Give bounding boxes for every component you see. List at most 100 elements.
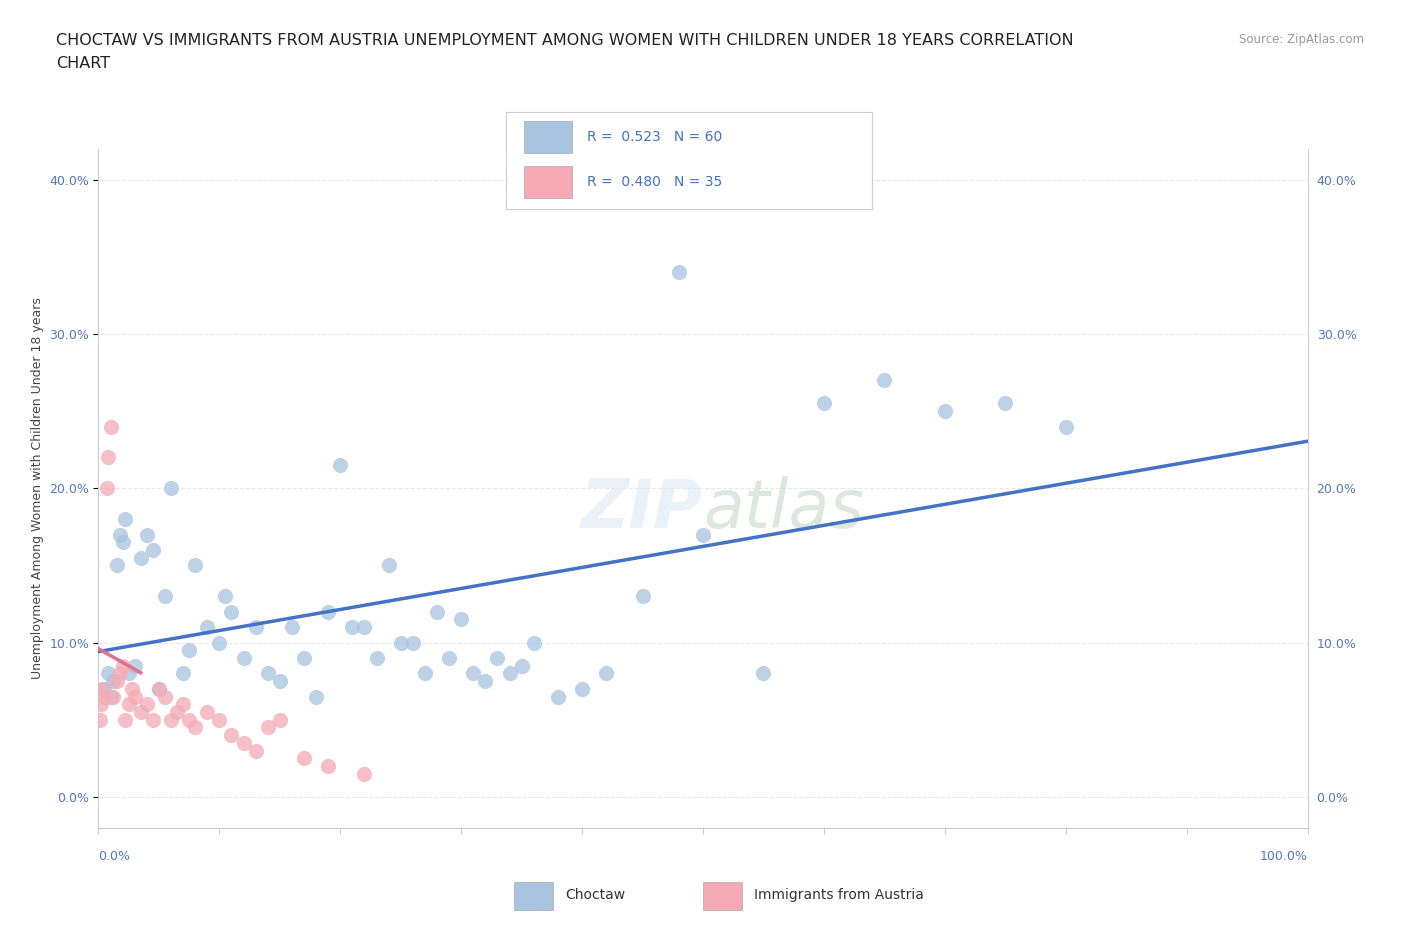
Point [377, 558, 399, 573]
Point [91, 682, 114, 697]
Point [402, 635, 425, 650]
Point [523, 635, 546, 650]
Point [221, 727, 243, 742]
Point [353, 619, 375, 634]
Y-axis label: Unemployment Among Women with Children Under 18 years: Unemployment Among Women with Children U… [31, 298, 44, 679]
Point [114, 512, 136, 526]
Point [90, 697, 112, 711]
Point [752, 666, 775, 681]
Point [437, 651, 460, 666]
Point [342, 619, 364, 634]
Point [463, 666, 485, 681]
Point [118, 666, 141, 681]
Point [547, 689, 569, 704]
Point [873, 373, 896, 388]
Point [232, 651, 254, 666]
Point [510, 658, 533, 673]
Point [101, 673, 124, 688]
Point [148, 682, 170, 697]
Point [208, 635, 231, 650]
Text: R =  0.523   N = 60: R = 0.523 N = 60 [586, 130, 721, 144]
Point [142, 542, 165, 557]
Point [813, 396, 835, 411]
Point [692, 527, 714, 542]
Point [631, 589, 654, 604]
Point [232, 736, 254, 751]
Point [111, 535, 134, 550]
Point [292, 751, 315, 765]
FancyBboxPatch shape [703, 883, 742, 910]
Point [135, 527, 157, 542]
FancyBboxPatch shape [524, 122, 572, 153]
Text: 100.0%: 100.0% [1260, 850, 1308, 863]
Point [316, 759, 339, 774]
Point [142, 712, 165, 727]
Point [153, 589, 176, 604]
Point [498, 666, 520, 681]
Point [316, 604, 339, 619]
Point [353, 766, 375, 781]
Point [214, 589, 236, 604]
Point [108, 666, 131, 681]
Text: Choctaw: Choctaw [565, 888, 626, 902]
Point [179, 643, 201, 658]
Point [486, 651, 509, 666]
Point [934, 404, 956, 418]
Point [994, 396, 1017, 411]
Point [118, 697, 141, 711]
Point [96, 481, 118, 496]
Point [184, 558, 207, 573]
Point [93, 682, 115, 697]
Point [292, 651, 315, 666]
Point [195, 705, 218, 720]
Point [105, 673, 128, 688]
Point [256, 720, 278, 735]
Point [184, 720, 207, 735]
Point [124, 689, 146, 704]
Point [269, 712, 291, 727]
Point [153, 689, 176, 704]
Point [221, 604, 243, 619]
Point [245, 619, 267, 634]
Point [305, 689, 328, 704]
Point [426, 604, 449, 619]
Point [329, 458, 352, 472]
Point [281, 619, 304, 634]
Point [148, 682, 170, 697]
Point [269, 673, 291, 688]
Point [413, 666, 436, 681]
Text: CHART: CHART [56, 56, 110, 71]
Point [89, 712, 111, 727]
Text: R =  0.480   N = 35: R = 0.480 N = 35 [586, 175, 721, 189]
Point [571, 682, 593, 697]
Point [668, 265, 690, 280]
Point [172, 666, 194, 681]
Point [160, 712, 183, 727]
FancyBboxPatch shape [524, 166, 572, 197]
Point [97, 666, 120, 681]
Point [256, 666, 278, 681]
Point [1054, 419, 1077, 434]
Point [366, 651, 388, 666]
Point [93, 689, 115, 704]
Point [245, 743, 267, 758]
Point [121, 682, 143, 697]
Point [129, 551, 152, 565]
Point [100, 419, 122, 434]
Point [101, 689, 124, 704]
Text: Immigrants from Austria: Immigrants from Austria [754, 888, 924, 902]
Text: 0.0%: 0.0% [98, 850, 131, 863]
Text: atlas: atlas [703, 475, 865, 541]
Point [114, 712, 136, 727]
Point [135, 697, 157, 711]
Point [474, 673, 496, 688]
Point [389, 635, 412, 650]
Point [450, 612, 472, 627]
Point [108, 527, 131, 542]
Point [129, 705, 152, 720]
Point [166, 705, 188, 720]
Point [124, 658, 146, 673]
Point [208, 712, 231, 727]
Text: ZIP: ZIP [581, 475, 703, 541]
Point [97, 450, 120, 465]
